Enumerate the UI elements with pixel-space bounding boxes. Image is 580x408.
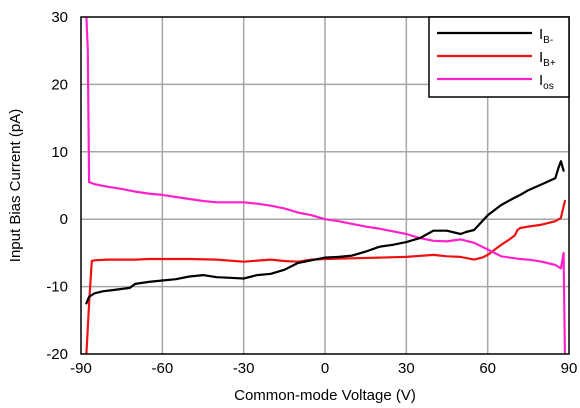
grid xyxy=(81,17,569,354)
legend-label-main: I xyxy=(539,72,543,89)
legend-label-sub: os xyxy=(543,81,554,92)
series-line-ib- xyxy=(85,160,565,305)
x-tick-label: -60 xyxy=(151,360,173,377)
series-line-ios xyxy=(85,17,567,354)
y-tick-label: 10 xyxy=(51,144,68,161)
plot-frame xyxy=(80,16,570,355)
plot-lines xyxy=(85,17,567,354)
y-tick-label: 30 xyxy=(51,9,68,26)
legend: IB-IB+Ios xyxy=(428,16,570,98)
legend-label-ib-: IB- xyxy=(539,26,553,46)
x-axis-title: Common-mode Voltage (V) xyxy=(234,387,416,404)
x-tick-label: -30 xyxy=(233,360,255,377)
x-tick-label: 90 xyxy=(561,360,578,377)
y-tick-label: -10 xyxy=(46,279,68,296)
y-tick-label: 20 xyxy=(51,76,68,93)
legend-label-main: I xyxy=(539,26,543,43)
series-line-ib- xyxy=(85,199,567,354)
y-tick-label: 0 xyxy=(60,211,68,228)
legend-label-ios: Ios xyxy=(539,72,554,92)
x-tick-label: -90 xyxy=(70,360,92,377)
legend-label-sub: B- xyxy=(543,35,553,46)
y-tick-labels: -20 -10 0 10 20 30 xyxy=(46,9,68,363)
y-tick-label: -20 xyxy=(46,346,68,363)
x-tick-label: 0 xyxy=(321,360,329,377)
legend-label-ib-: IB+ xyxy=(539,49,556,69)
x-tick-label: 60 xyxy=(479,360,496,377)
x-tick-labels: -90 -60 -30 0 30 60 90 xyxy=(70,360,577,377)
legend-label-main: I xyxy=(539,49,543,66)
y-axis-title: Input Bias Current (pA) xyxy=(7,109,24,262)
x-tick-label: 30 xyxy=(398,360,415,377)
legend-label-sub: B+ xyxy=(543,58,556,69)
